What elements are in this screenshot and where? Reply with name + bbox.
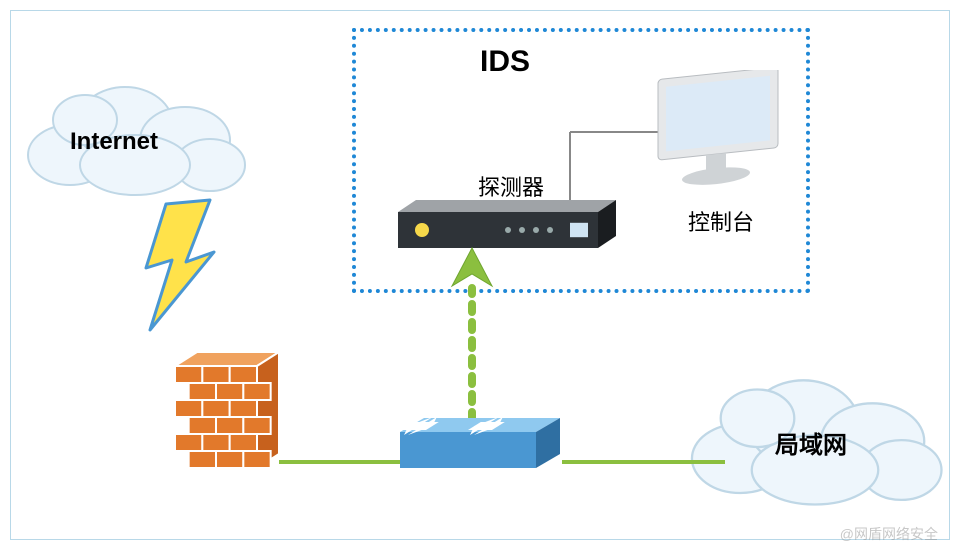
network-switch [400,418,566,498]
detector-device [398,200,622,256]
label-lan: 局域网 [775,425,847,460]
label-ids: IDS [480,45,530,79]
watermark: @网盾网络安全 [840,524,938,544]
console-monitor [654,70,784,210]
label-detector: 探测器 [478,170,544,202]
firewall [175,352,287,474]
label-console: 控制台 [688,205,754,237]
label-internet: Internet [70,128,158,156]
